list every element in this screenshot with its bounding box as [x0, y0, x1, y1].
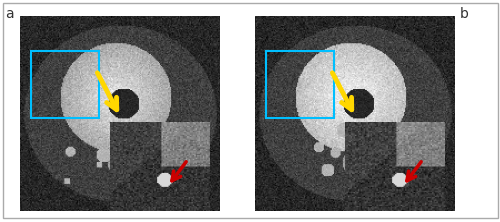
Text: a: a: [5, 7, 14, 21]
Text: b: b: [460, 7, 469, 21]
Bar: [30, 51, 100, 118]
Bar: [266, 51, 334, 118]
